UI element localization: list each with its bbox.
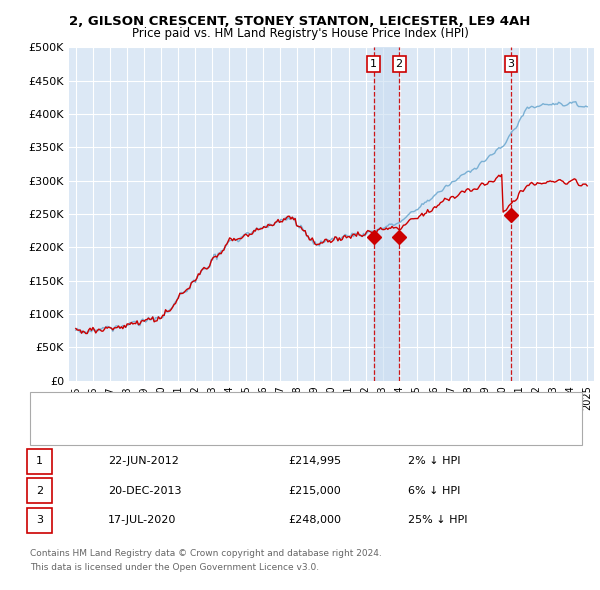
Text: 17-JUL-2020: 17-JUL-2020 [108,516,176,525]
Text: 1: 1 [36,457,43,466]
Text: Contains HM Land Registry data © Crown copyright and database right 2024.: Contains HM Land Registry data © Crown c… [30,549,382,558]
Text: HPI: Average price, detached house, Blaby: HPI: Average price, detached house, Blab… [81,426,303,435]
Bar [374,47,399,381]
Text: 6% ↓ HPI: 6% ↓ HPI [408,486,460,496]
Text: 2: 2 [395,59,403,69]
Text: 2% ↓ HPI: 2% ↓ HPI [408,457,461,466]
Text: 3: 3 [508,59,515,69]
Text: 25% ↓ HPI: 25% ↓ HPI [408,516,467,525]
Text: 3: 3 [36,516,43,525]
Text: 1: 1 [370,59,377,69]
Text: £215,000: £215,000 [288,486,341,496]
Text: 2, GILSON CRESCENT, STONEY STANTON, LEICESTER, LE9 4AH: 2, GILSON CRESCENT, STONEY STANTON, LEIC… [70,15,530,28]
Text: 20-DEC-2013: 20-DEC-2013 [108,486,182,496]
Text: 2, GILSON CRESCENT, STONEY STANTON, LEICESTER, LE9 4AH (detached house): 2, GILSON CRESCENT, STONEY STANTON, LEIC… [81,395,500,405]
Text: 22-JUN-2012: 22-JUN-2012 [108,457,179,466]
Text: Price paid vs. HM Land Registry's House Price Index (HPI): Price paid vs. HM Land Registry's House … [131,27,469,40]
Text: This data is licensed under the Open Government Licence v3.0.: This data is licensed under the Open Gov… [30,563,319,572]
Text: £248,000: £248,000 [288,516,341,525]
Text: £214,995: £214,995 [288,457,341,466]
Text: 2: 2 [36,486,43,496]
